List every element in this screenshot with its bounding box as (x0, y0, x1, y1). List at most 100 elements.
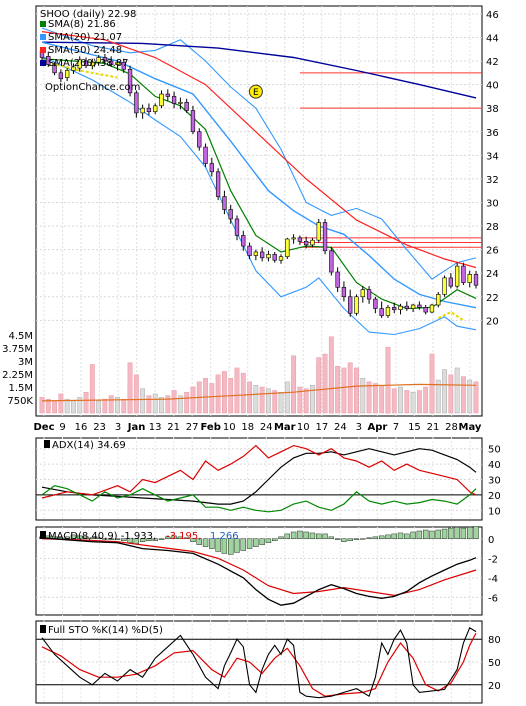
volume-spike-bar (291, 355, 297, 414)
adx-y-axis: 50 40 30 20 10 (488, 445, 501, 518)
macd-histogram-bar (70, 534, 77, 540)
volume-bar (247, 381, 252, 414)
macd-histogram-bar (416, 530, 423, 540)
macd-histogram-bar (460, 527, 467, 540)
candle-body (64, 70, 70, 78)
candle-body (354, 296, 359, 314)
candle-body (461, 265, 466, 283)
volume-bar (203, 378, 208, 414)
candle-body (165, 93, 170, 97)
panel-tick-label: 50 (488, 658, 501, 669)
candle-body (385, 307, 391, 316)
volume-bar (152, 393, 158, 414)
candle-body (153, 105, 158, 113)
macd-lines (41, 537, 477, 606)
volume-spike-bar (316, 357, 322, 414)
macd-histogram-bar (246, 538, 253, 549)
panel-tick-label: -6 (488, 593, 498, 604)
volume-spike-bar (385, 346, 391, 414)
candle-body (366, 289, 372, 300)
x-tick-label: 21 (167, 422, 180, 433)
volume-spike-bar (429, 353, 435, 414)
price-y-axis: 46 44 42 40 38 36 34 32 30 28 26 24 22 20 (486, 10, 499, 327)
macd-histogram-bar (240, 538, 246, 551)
volume-bar (347, 362, 353, 414)
candle-body (228, 209, 233, 220)
volume-bar (416, 390, 422, 414)
x-tick-label: 17 (315, 422, 328, 433)
macd-histogram-bar (366, 537, 372, 540)
candle-body (341, 287, 347, 298)
price-tick-label: 46 (486, 10, 499, 21)
x-tick-label: Apr (367, 422, 387, 433)
volume-bar (77, 397, 83, 414)
candle-body (278, 256, 284, 261)
volume-bar (102, 398, 108, 414)
stochastic-y-axis: 80 50 20 (488, 635, 501, 692)
sma50-line (41, 31, 477, 269)
sma20-line (41, 41, 477, 309)
macd-histogram-bar (121, 538, 127, 541)
candle-body (184, 101, 189, 111)
adx-lines (36, 444, 482, 513)
x-tick-label: 10 (297, 422, 310, 433)
adx-series-line (41, 485, 477, 513)
volume-bar (171, 390, 177, 414)
macd-line (41, 537, 477, 606)
candles (39, 49, 479, 318)
candle-body (379, 308, 384, 316)
x-tick-label: 13 (149, 422, 162, 433)
price-tick-label: 36 (486, 128, 499, 139)
price-panel: EE 46 44 42 40 38 36 34 32 30 28 26 24 22 20 4.5M 3.75… (2, 5, 499, 417)
candle-body (222, 196, 227, 210)
volume-bar (404, 390, 410, 414)
candle-body (335, 271, 340, 288)
panel-tick-label: 50 (488, 445, 501, 456)
macd-histogram-bar (89, 537, 95, 540)
candle-body (77, 59, 82, 69)
earnings-markers: EE (248, 84, 263, 99)
volume-bar (360, 378, 366, 414)
candle-body (127, 68, 133, 94)
price-tick-label: 22 (486, 293, 499, 304)
macd-histogram-bar (215, 538, 221, 552)
candle-body (241, 235, 246, 247)
volume-bar (423, 386, 429, 414)
candle-body (373, 298, 378, 309)
candle-body (423, 307, 428, 313)
volume-bar (184, 391, 190, 414)
macd-histogram-bar (316, 533, 322, 540)
volume-bar (140, 388, 146, 414)
candle-body (83, 60, 89, 67)
macd-histogram-bar (353, 538, 360, 540)
x-tick-label: 3 (356, 422, 362, 433)
price-tick-label: 26 (486, 246, 499, 257)
macd-histogram-bar (410, 531, 416, 540)
volume-bar (83, 391, 89, 414)
macd-histogram-bar (165, 536, 171, 540)
candle-body (454, 265, 460, 287)
price-tick-label: 34 (486, 151, 499, 162)
candle-body (178, 101, 183, 104)
volume-bar (435, 379, 441, 414)
x-tick-label: 16 (75, 422, 88, 433)
candle-body (259, 251, 265, 259)
volume-bar (297, 386, 303, 414)
volume-spike-bar (354, 367, 359, 414)
volume-bar (335, 365, 341, 414)
macd-histogram-bar (209, 538, 215, 549)
macd-histogram-bar (454, 526, 460, 540)
macd-histogram-bar (303, 531, 309, 540)
volume-bar (448, 374, 454, 414)
x-tick-label: 9 (59, 422, 65, 433)
candle-body (190, 110, 196, 133)
macd-signal-label: -3.195, (166, 531, 201, 542)
price-tick-label: 42 (486, 57, 499, 68)
macd-histogram-bar (77, 535, 83, 540)
candle-body (171, 96, 177, 104)
x-tick-label: Feb (201, 422, 221, 433)
earnings-marker-glyph: E (253, 88, 259, 98)
candle-body (304, 241, 309, 246)
x-tick-label: Jan (127, 422, 146, 433)
